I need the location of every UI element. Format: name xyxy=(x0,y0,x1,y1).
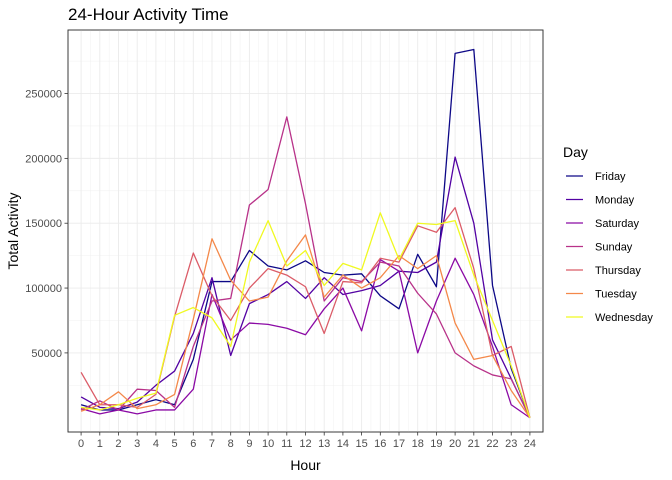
x-tick-label: 12 xyxy=(299,438,311,450)
series-line-monday xyxy=(80,156,531,419)
legend-label-monday: Monday xyxy=(595,195,635,207)
series-line-wednesday xyxy=(81,212,531,418)
x-tick-label: 18 xyxy=(412,438,424,450)
x-axis-title: Hour xyxy=(290,457,321,473)
chart-title: 24-Hour Activity Time xyxy=(68,5,229,24)
y-tick-label: 50000 xyxy=(31,348,62,360)
series-lines xyxy=(80,48,531,419)
y-tick-label: 150000 xyxy=(25,218,62,230)
x-axis-ticks: 0 1 2 3 4 5 6 7 8 9 10 11 12 13 14 15 16 17 18 19 20 21 22 23 24 xyxy=(78,432,536,450)
y-axis-title: Total Activity xyxy=(5,192,21,269)
x-tick-label: 6 xyxy=(190,438,196,450)
legend-label-wednesday: Wednesday xyxy=(595,312,653,324)
x-tick-label: 20 xyxy=(449,438,461,450)
legend: Day Friday Monday Saturday Sunday Thursday Tu… xyxy=(563,144,653,324)
x-tick-label: 13 xyxy=(318,438,330,450)
series-line-saturday xyxy=(80,257,531,419)
x-tick-label: 3 xyxy=(134,438,140,450)
x-tick-label: 5 xyxy=(172,438,178,450)
legend-label-thursday: Thursday xyxy=(595,265,641,277)
legend-label-saturday: Saturday xyxy=(595,218,640,230)
x-tick-label: 0 xyxy=(78,438,84,450)
y-axis-ticks: 50000 100000 150000 200000 250000 xyxy=(25,89,68,360)
series-line-friday xyxy=(80,48,531,418)
legend-label-sunday: Sunday xyxy=(595,242,633,254)
x-tick-label: 2 xyxy=(115,438,121,450)
x-tick-label: 16 xyxy=(374,438,386,450)
y-tick-label: 200000 xyxy=(25,153,62,165)
x-tick-label: 11 xyxy=(281,438,292,450)
x-tick-label: 8 xyxy=(228,438,234,450)
x-tick-label: 19 xyxy=(430,438,442,450)
grid-major xyxy=(68,30,543,432)
x-tick-label: 15 xyxy=(355,438,367,450)
x-tick-label: 9 xyxy=(246,438,252,450)
x-tick-label: 10 xyxy=(262,438,274,450)
legend-title: Day xyxy=(563,144,588,160)
x-tick-label: 23 xyxy=(505,438,517,450)
x-tick-label: 24 xyxy=(524,438,536,450)
x-tick-label: 21 xyxy=(468,438,480,450)
y-tick-label: 250000 xyxy=(25,89,62,101)
legend-label-tuesday: Tuesday xyxy=(595,289,637,301)
x-tick-label: 17 xyxy=(393,438,405,450)
x-tick-label: 7 xyxy=(209,438,215,450)
series-line-tuesday xyxy=(80,234,531,419)
y-tick-label: 100000 xyxy=(25,283,62,295)
x-tick-label: 14 xyxy=(337,438,349,450)
legend-label-friday: Friday xyxy=(595,171,626,183)
x-tick-label: 22 xyxy=(486,438,498,450)
series-line-thursday xyxy=(80,207,531,418)
x-tick-label: 4 xyxy=(153,438,159,450)
x-tick-label: 1 xyxy=(97,438,103,450)
